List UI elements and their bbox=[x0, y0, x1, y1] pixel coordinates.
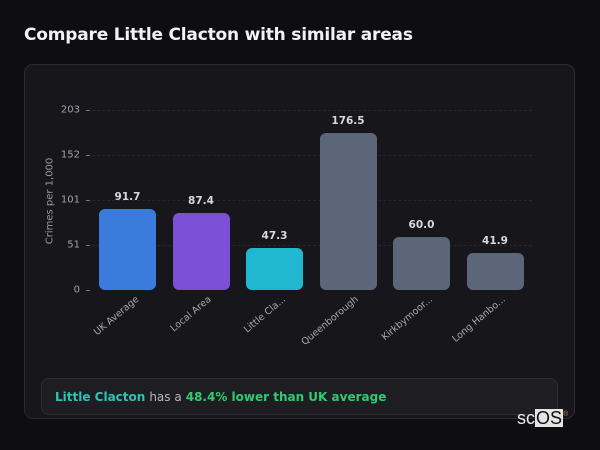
y-tick-mark bbox=[86, 155, 90, 157]
bar-value-label: 176.5 bbox=[331, 115, 365, 128]
y-tick-mark bbox=[86, 244, 90, 246]
bar-local-area[interactable] bbox=[172, 212, 230, 290]
y-tick-mark bbox=[86, 290, 90, 291]
bar-kirkbymoor[interactable] bbox=[393, 236, 450, 290]
summary-stat: 48.4% lower than UK average bbox=[185, 389, 387, 404]
gridline bbox=[92, 244, 532, 246]
y-tick-label: 152 bbox=[60, 149, 80, 161]
scos-logo: sc OS ® bbox=[517, 409, 568, 427]
summary-box: Little Clacton has a 48.4% lower than UK… bbox=[41, 378, 558, 415]
bar-queenborough[interactable] bbox=[319, 133, 377, 290]
bar-long-hanbo[interactable] bbox=[466, 252, 524, 290]
summary-connector: has a bbox=[149, 389, 182, 404]
y-tick-mark bbox=[86, 110, 90, 111]
bar-value-label: 91.7 bbox=[114, 190, 141, 203]
bar-value-label: 41.9 bbox=[482, 234, 508, 247]
bar-value-label: 87.4 bbox=[188, 194, 214, 207]
page-title: Compare Little Clacton with similar area… bbox=[24, 25, 413, 45]
gridline bbox=[92, 110, 532, 111]
logo-highlight: OS bbox=[535, 408, 564, 428]
y-tick-label: 203 bbox=[60, 104, 80, 116]
gridline bbox=[92, 200, 532, 202]
logo-prefix: sc bbox=[517, 408, 535, 428]
y-tick-mark bbox=[86, 200, 90, 202]
bar-value-label: 60.0 bbox=[408, 218, 435, 231]
bar-value-label: 47.3 bbox=[261, 230, 288, 243]
bar-uk-average[interactable] bbox=[99, 208, 156, 290]
bar-little-cla[interactable] bbox=[246, 248, 303, 290]
y-tick-label: 51 bbox=[67, 239, 80, 251]
y-tick-label: 0 bbox=[73, 284, 80, 296]
gridline bbox=[92, 155, 532, 157]
summary-area-name: Little Clacton bbox=[55, 389, 146, 404]
registered-mark: ® bbox=[563, 411, 569, 418]
y-tick-label: 101 bbox=[60, 194, 80, 206]
